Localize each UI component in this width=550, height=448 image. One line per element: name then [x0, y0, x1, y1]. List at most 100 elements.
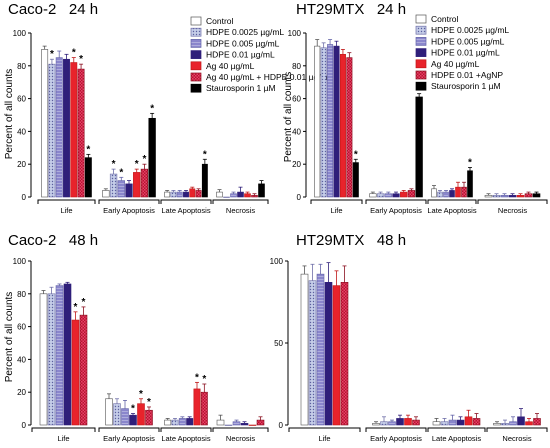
bar: [449, 190, 455, 198]
y-tick-label: 20: [17, 388, 26, 397]
significance-marker: *: [147, 397, 151, 408]
category-bracket: [427, 199, 477, 204]
panel-title: Caco-2 24 h: [8, 1, 98, 18]
bar: [327, 44, 334, 198]
legend-label: HDPE 0.01 +AgNP: [431, 70, 503, 80]
category-label: Necrosis: [226, 206, 255, 215]
bar: [55, 285, 64, 426]
significance-marker: *: [195, 372, 199, 383]
bar: [508, 195, 517, 198]
category-label: Life: [330, 206, 342, 215]
bar: [432, 421, 441, 426]
bar: [129, 414, 137, 426]
category-label: Late Apoptosis: [427, 206, 476, 215]
bar: [63, 58, 70, 198]
category-label: Early Apoptosis: [370, 434, 422, 443]
bar: [109, 173, 118, 198]
category-label: Late Apoptosis: [432, 434, 481, 443]
bar: [443, 191, 449, 198]
y-tick-label: 20: [17, 160, 26, 169]
bar: [369, 193, 377, 198]
bar: [176, 191, 183, 198]
bar: [324, 282, 333, 426]
bar: [372, 423, 380, 426]
bar: [316, 273, 325, 426]
y-tick-label: 80: [17, 62, 26, 71]
bar: [55, 57, 63, 198]
y-tick-label: 20: [292, 160, 301, 169]
bar: [224, 424, 233, 426]
legend-swatch: [415, 37, 427, 46]
y-tick-label: 40: [17, 127, 26, 136]
bar: [524, 193, 533, 198]
bar: [467, 170, 473, 198]
bar: [340, 282, 349, 426]
legend-swatch: [415, 70, 427, 80]
bar: [525, 421, 533, 426]
significance-marker: *: [150, 103, 154, 114]
bar: [501, 423, 509, 426]
bar: [125, 183, 133, 198]
legend-swatch: [190, 27, 202, 37]
bar: [472, 418, 481, 426]
category-label: Necrosis: [498, 206, 527, 215]
significance-marker: *: [82, 297, 86, 308]
bar: [346, 57, 353, 198]
legend-swatch: [190, 61, 202, 71]
y-tick-label: 80: [17, 290, 26, 299]
significance-marker: *: [142, 154, 146, 165]
bar: [48, 63, 56, 198]
y-axis-label: Percent of all counts: [283, 72, 294, 163]
bar: [388, 421, 396, 426]
bar: [216, 191, 223, 198]
bar: [145, 409, 153, 426]
bar: [230, 193, 237, 198]
bar: [376, 193, 385, 198]
category-label: Life: [57, 434, 69, 443]
significance-marker: *: [74, 302, 78, 313]
bar: [415, 96, 423, 198]
bar: [79, 314, 88, 426]
bar: [509, 421, 517, 426]
legend-swatch: [190, 50, 202, 59]
bar: [440, 421, 449, 426]
significance-marker: *: [203, 149, 207, 160]
bar: [148, 117, 156, 198]
bar: [223, 196, 230, 198]
category-label: Life: [60, 206, 72, 215]
y-tick-label: 100: [288, 29, 302, 38]
panel-title: Caco-2 48 h: [8, 232, 98, 249]
bar: [71, 319, 80, 426]
significance-marker: *: [119, 167, 123, 178]
category-label: Early Apoptosis: [103, 206, 155, 215]
bar: [516, 195, 525, 198]
legend-swatch: [415, 25, 427, 35]
bar: [380, 421, 388, 426]
category-bracket: [365, 427, 427, 432]
bar: [189, 188, 196, 198]
legend-swatch: [415, 59, 427, 69]
category-bracket: [288, 427, 361, 432]
bar: [105, 398, 113, 426]
bar: [200, 391, 208, 426]
legend-label: Ag 40 µg/mL: [206, 61, 255, 71]
bar: [201, 163, 208, 198]
y-tick-label: 60: [292, 95, 301, 104]
bar: [39, 293, 48, 426]
significance-marker: *: [79, 54, 83, 65]
y-tick-label: 0: [279, 421, 284, 430]
legend-swatch: [190, 72, 202, 82]
bar: [256, 419, 265, 426]
category-label: Early Apoptosis: [103, 434, 155, 443]
bar: [240, 423, 249, 426]
legend-swatch: [190, 83, 202, 93]
bar: [333, 45, 340, 198]
bar: [41, 49, 49, 198]
significance-marker: *: [135, 159, 139, 170]
category-bracket: [486, 427, 548, 432]
bar: [320, 47, 327, 198]
bar: [84, 157, 92, 198]
y-axis-label: Percent of all counts: [4, 69, 15, 160]
category-bracket: [365, 199, 427, 204]
bar: [396, 418, 404, 426]
